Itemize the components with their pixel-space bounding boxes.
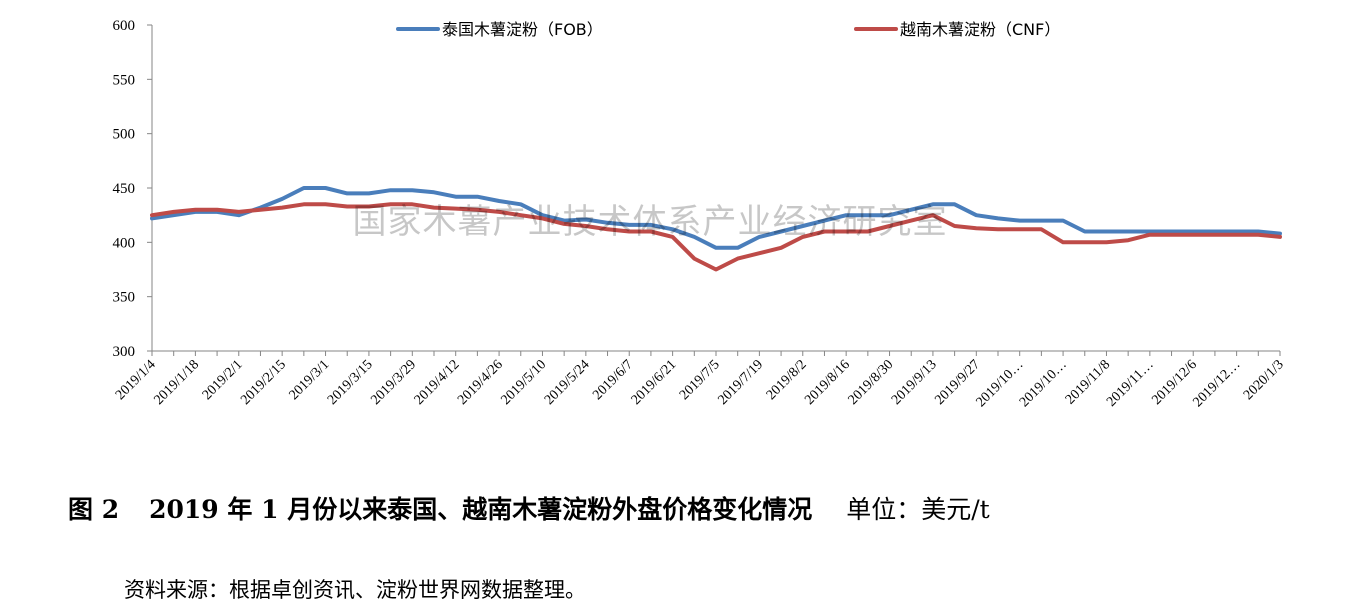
y-tick-label: 400 <box>113 235 136 251</box>
series-line-2 <box>150 202 1282 272</box>
x-tick-label: 2019/3/29 <box>368 357 419 408</box>
x-tick-label: 2019/11… <box>1104 357 1157 410</box>
x-tick-label: 2019/6/21 <box>629 357 680 408</box>
x-tick-label: 2019/9/13 <box>889 357 940 408</box>
x-tick-label: 2019/4/26 <box>455 357 506 408</box>
figure-caption: 图 2 2019 年 1 月份以来泰国、越南木薯淀粉外盘价格变化情况 单位：美元/t <box>68 490 990 526</box>
x-axis: 2019/1/42019/1/182019/2/12019/2/152019/3… <box>113 350 1287 410</box>
legend-label-1: 泰国木薯淀粉（FOB） <box>442 20 603 39</box>
y-tick-label: 450 <box>113 181 136 197</box>
legend-label-2: 越南木薯淀粉（CNF） <box>900 20 1060 39</box>
y-axis: 300 350 400 450 500 550 600 <box>113 18 153 360</box>
y-tick-label: 600 <box>113 18 136 34</box>
x-tick-label: 2019/7/19 <box>715 357 766 408</box>
x-tick-label: 2019/5/10 <box>499 357 550 408</box>
x-tick-label: 2019/4/12 <box>412 357 463 408</box>
data-source-note: 资料来源：根据卓创资讯、淀粉世界网数据整理。 <box>124 578 586 602</box>
x-tick-label: 2019/8/16 <box>802 357 853 408</box>
unit-label: 单位：美元/t <box>846 495 990 524</box>
x-tick-label: 2019/2/15 <box>238 357 289 408</box>
x-tick-label: 2019/10… <box>1017 357 1070 410</box>
watermark: 国家木薯产业技术体系产业经济研究室 <box>353 202 948 242</box>
y-tick-label: 300 <box>113 344 136 360</box>
y-tick-label: 350 <box>113 290 136 306</box>
legend: 泰国木薯淀粉（FOB） 越南木薯淀粉（CNF） <box>396 20 1060 39</box>
figure-label: 图 2 <box>68 495 120 524</box>
x-tick-label: 2019/3/15 <box>325 357 376 408</box>
series-line-1 <box>150 186 1282 250</box>
y-tick-label: 500 <box>113 127 136 143</box>
figure-title: 2019 年 1 月份以来泰国、越南木薯淀粉外盘价格变化情况 <box>149 495 813 524</box>
x-tick-label: 2019/5/24 <box>542 357 593 408</box>
x-tick-label: 2020/1/3 <box>1241 357 1287 403</box>
line-chart: 300 350 400 450 500 550 600 2019/1/42019/1/182… <box>113 18 1287 410</box>
x-tick-label: 2019/1/18 <box>151 357 202 408</box>
series-lines <box>150 186 1282 272</box>
y-tick-label: 550 <box>113 72 136 88</box>
x-tick-label: 2019/12… <box>1190 357 1243 410</box>
x-tick-label: 2019/8/30 <box>846 357 897 408</box>
